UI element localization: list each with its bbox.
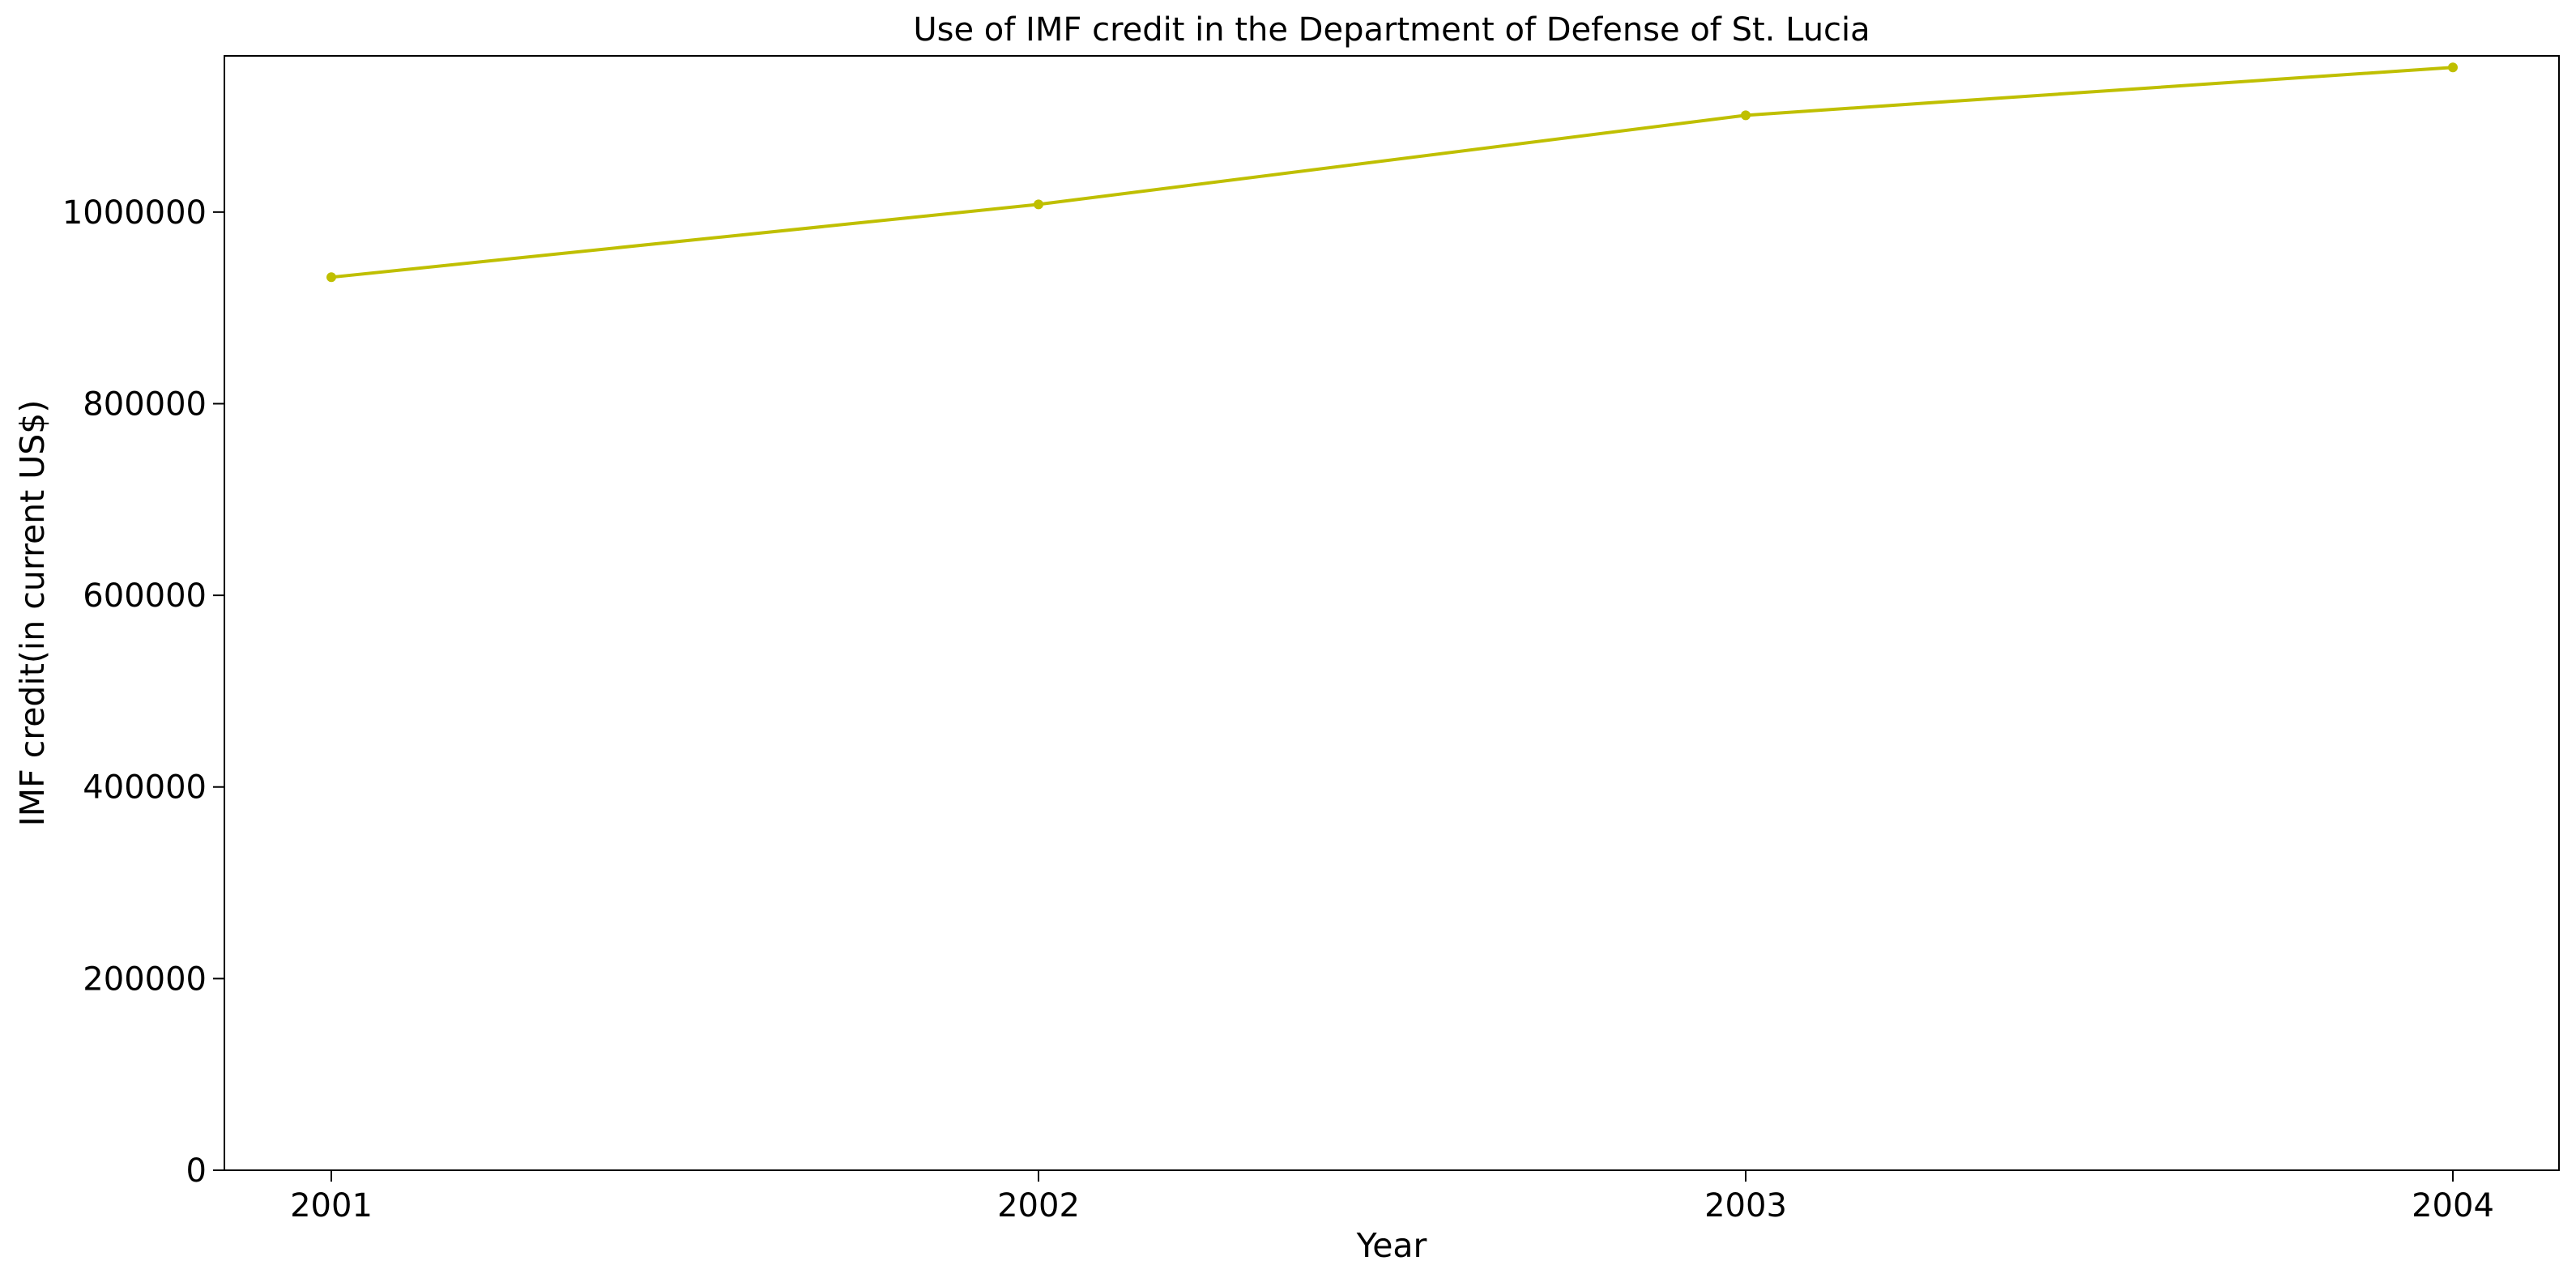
y-tick-label: 1000000 xyxy=(62,194,207,232)
plot-frame xyxy=(224,55,2560,1171)
y-axis-label: IMF credit(in current US$) xyxy=(13,400,52,827)
y-tick-label: 400000 xyxy=(83,769,207,807)
x-tick-label: 2004 xyxy=(2412,1187,2494,1225)
data-point xyxy=(1034,199,1043,210)
y-axis-ticks: 0 200000 400000 600000 800000 1000000 xyxy=(62,194,224,1190)
x-tick-label: 2001 xyxy=(290,1187,373,1225)
y-tick-label: 200000 xyxy=(83,960,207,998)
data-point xyxy=(1741,110,1751,121)
x-axis-ticks: 2001 2002 2003 2004 xyxy=(290,1170,2494,1225)
y-tick-label: 800000 xyxy=(83,385,207,423)
series-layer xyxy=(326,62,2458,283)
x-axis-label: Year xyxy=(1356,1226,1427,1265)
series-line xyxy=(330,66,2454,279)
x-tick-label: 2002 xyxy=(997,1187,1080,1225)
y-tick-label: 0 xyxy=(186,1152,207,1190)
data-point xyxy=(326,272,336,283)
y-tick-label: 600000 xyxy=(83,577,207,615)
x-tick-label: 2003 xyxy=(1704,1187,1787,1225)
chart-title: Use of IMF credit in the Department of D… xyxy=(913,11,1870,49)
data-point xyxy=(2448,62,2458,73)
